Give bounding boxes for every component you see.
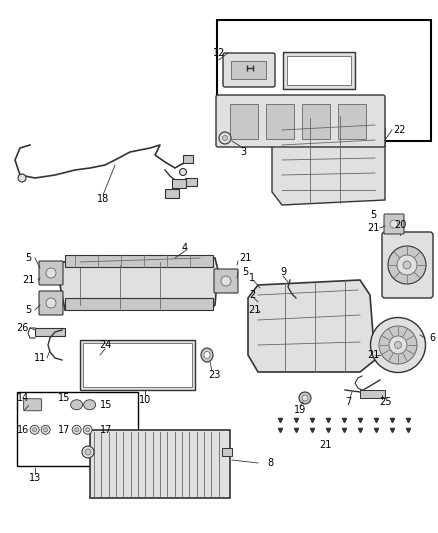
Ellipse shape [204, 351, 210, 359]
Ellipse shape [41, 425, 50, 434]
Ellipse shape [389, 336, 407, 354]
Bar [217, 20, 431, 141]
Ellipse shape [180, 168, 187, 175]
Ellipse shape [201, 348, 213, 362]
Ellipse shape [82, 446, 94, 458]
Ellipse shape [379, 326, 417, 364]
Text: 19: 19 [294, 405, 306, 415]
Bar [338, 104, 366, 139]
Text: 25: 25 [379, 397, 391, 407]
FancyBboxPatch shape [384, 214, 404, 234]
Text: 17: 17 [99, 425, 112, 435]
Ellipse shape [221, 276, 231, 286]
Ellipse shape [83, 425, 92, 434]
Text: 8: 8 [267, 458, 273, 468]
Text: 7: 7 [345, 397, 351, 407]
Text: 12: 12 [213, 48, 225, 58]
Ellipse shape [18, 174, 26, 182]
Bar [90, 430, 230, 498]
Text: 26: 26 [16, 323, 28, 333]
Text: 5: 5 [25, 305, 31, 315]
FancyBboxPatch shape [39, 291, 63, 315]
Ellipse shape [74, 428, 79, 432]
Ellipse shape [302, 395, 308, 401]
Bar [302, 104, 330, 139]
Bar [80, 340, 195, 390]
Text: 24: 24 [99, 340, 111, 350]
Text: 15: 15 [99, 400, 112, 410]
Polygon shape [272, 115, 385, 205]
Bar [222, 448, 232, 456]
Ellipse shape [46, 298, 56, 308]
Polygon shape [60, 258, 218, 310]
Bar [266, 104, 294, 139]
Text: 6: 6 [429, 333, 435, 343]
Text: 5: 5 [25, 253, 31, 263]
Bar [17, 392, 138, 466]
Bar [65, 298, 213, 310]
FancyBboxPatch shape [39, 261, 63, 285]
Bar [65, 255, 213, 267]
Bar [287, 56, 351, 85]
Text: 2: 2 [249, 290, 255, 300]
Bar [165, 189, 179, 198]
Text: 21: 21 [367, 223, 379, 233]
Ellipse shape [86, 428, 90, 432]
Ellipse shape [84, 400, 95, 410]
Ellipse shape [46, 268, 56, 278]
Text: 14: 14 [17, 393, 29, 403]
Text: 23: 23 [208, 370, 220, 380]
Text: 21: 21 [367, 350, 379, 360]
FancyBboxPatch shape [382, 232, 433, 298]
Ellipse shape [72, 425, 81, 434]
Ellipse shape [371, 318, 425, 373]
Text: 11: 11 [34, 353, 46, 363]
Ellipse shape [223, 135, 227, 141]
Ellipse shape [85, 449, 91, 455]
Bar [83, 343, 192, 387]
Text: 15: 15 [57, 393, 70, 403]
Text: 9: 9 [280, 267, 286, 277]
Text: 21: 21 [248, 305, 260, 315]
Bar [283, 52, 355, 89]
Text: 21: 21 [239, 253, 251, 263]
Ellipse shape [44, 428, 48, 432]
Bar [230, 104, 258, 139]
Bar [360, 390, 385, 398]
Bar [35, 328, 65, 336]
Bar [172, 179, 186, 188]
Polygon shape [248, 280, 375, 372]
Text: 5: 5 [242, 267, 248, 277]
Ellipse shape [219, 132, 231, 144]
Text: 3: 3 [240, 147, 246, 157]
Bar [185, 178, 197, 186]
Text: 1: 1 [249, 273, 255, 283]
Ellipse shape [33, 428, 37, 432]
Ellipse shape [395, 342, 402, 349]
Text: 4: 4 [182, 243, 188, 253]
Text: 18: 18 [97, 194, 109, 204]
Bar [183, 155, 193, 163]
Text: 20: 20 [394, 220, 406, 230]
Text: 16: 16 [17, 425, 29, 435]
FancyBboxPatch shape [214, 269, 238, 293]
Ellipse shape [299, 392, 311, 404]
Text: 5: 5 [370, 210, 376, 220]
Text: 21: 21 [22, 275, 34, 285]
Text: 13: 13 [28, 473, 41, 483]
FancyBboxPatch shape [216, 95, 385, 147]
FancyBboxPatch shape [24, 399, 42, 411]
Ellipse shape [397, 255, 417, 275]
FancyBboxPatch shape [223, 53, 275, 87]
Text: 21: 21 [319, 440, 331, 450]
Ellipse shape [71, 400, 83, 410]
Ellipse shape [388, 246, 426, 284]
Text: 17: 17 [57, 425, 70, 435]
Ellipse shape [403, 261, 411, 269]
Ellipse shape [390, 220, 398, 228]
Text: 10: 10 [139, 395, 151, 405]
Bar [231, 61, 266, 79]
Ellipse shape [30, 425, 39, 434]
Text: 22: 22 [394, 125, 406, 135]
